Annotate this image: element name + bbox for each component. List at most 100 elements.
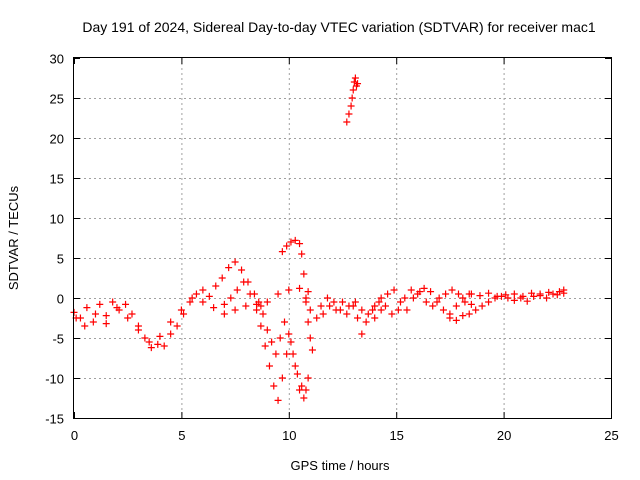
series-6	[317, 284, 473, 338]
data-point	[192, 290, 200, 298]
data-point	[375, 298, 383, 306]
data-point	[364, 310, 372, 318]
data-point	[467, 300, 475, 308]
y-tick-label: 0	[57, 292, 64, 307]
data-point	[225, 264, 233, 272]
data-point	[407, 286, 415, 294]
x-tick-label: 5	[178, 428, 185, 443]
data-point	[242, 302, 250, 310]
y-tick-label: 5	[57, 252, 64, 267]
data-point	[510, 296, 518, 304]
data-point	[296, 386, 304, 394]
data-point	[472, 306, 480, 314]
data-point	[343, 118, 351, 126]
series-9	[467, 288, 568, 300]
data-point	[358, 330, 366, 338]
data-point	[220, 310, 228, 318]
data-point	[446, 314, 454, 322]
data-point	[199, 298, 207, 306]
data-point	[442, 290, 450, 298]
data-point	[261, 342, 269, 350]
data-point	[141, 334, 149, 342]
data-point	[519, 292, 527, 300]
data-point	[255, 298, 263, 306]
data-point	[354, 314, 362, 322]
data-point	[285, 330, 293, 338]
data-point	[276, 334, 284, 342]
data-point	[263, 326, 271, 334]
data-point	[502, 291, 510, 299]
y-tick-label: -5	[52, 332, 64, 347]
data-point	[240, 278, 248, 286]
y-tick-labels: -15 -10 -5 0 5 10 15 20 25 30	[45, 52, 64, 427]
data-point	[300, 394, 308, 402]
data-point	[476, 292, 484, 300]
data-point	[265, 362, 273, 370]
data-point	[304, 374, 312, 382]
data-point	[147, 344, 155, 352]
data-point	[167, 330, 175, 338]
data-point	[384, 290, 392, 298]
data-point	[493, 292, 501, 300]
x-tick-label: 20	[497, 428, 511, 443]
data-point	[180, 310, 188, 318]
data-point	[298, 382, 306, 390]
data-point	[377, 294, 385, 302]
data-point	[257, 322, 265, 330]
data-point	[306, 306, 314, 314]
y-tick-label: 25	[50, 92, 64, 107]
data-point	[281, 318, 289, 326]
data-point	[319, 310, 327, 318]
data-point	[461, 298, 469, 306]
data-point	[210, 304, 218, 312]
data-point	[302, 386, 310, 394]
data-point	[433, 298, 441, 306]
data-point	[287, 338, 295, 346]
x-tick-label: 15	[389, 428, 403, 443]
data-point	[259, 310, 267, 318]
axis-ticks	[74, 58, 612, 419]
data-point	[231, 258, 239, 266]
y-axis-label: SDTVAR / TECUs	[6, 185, 21, 290]
data-point	[377, 306, 385, 314]
data-point	[124, 314, 132, 322]
series-3	[255, 298, 310, 394]
data-point	[549, 290, 557, 298]
data-point	[91, 310, 99, 318]
data-point	[81, 322, 89, 330]
data-point	[348, 94, 356, 102]
data-point	[339, 298, 346, 306]
data-point	[478, 302, 486, 310]
data-point	[278, 374, 286, 382]
data-points	[70, 74, 568, 404]
data-point	[452, 302, 460, 310]
data-point	[528, 289, 536, 297]
data-point	[485, 298, 493, 306]
data-point	[122, 300, 130, 308]
data-point	[199, 286, 207, 294]
y-tick-label: -10	[45, 372, 64, 387]
data-point	[283, 242, 291, 250]
data-point	[263, 298, 271, 306]
data-point	[343, 310, 351, 318]
data-point	[416, 288, 424, 296]
data-point	[238, 266, 246, 274]
data-point	[390, 286, 398, 294]
y-tick-label: 15	[50, 172, 64, 187]
data-point	[302, 298, 310, 306]
data-point	[394, 306, 402, 314]
data-point	[545, 288, 553, 296]
data-point	[306, 334, 314, 342]
data-point	[465, 310, 473, 318]
data-point	[253, 306, 261, 314]
data-point	[543, 294, 551, 302]
y-tick-label: -15	[45, 412, 64, 427]
data-point	[396, 298, 404, 306]
data-point	[467, 290, 475, 298]
data-point	[560, 289, 568, 297]
data-point	[205, 292, 213, 300]
data-point	[173, 322, 181, 330]
data-point	[388, 310, 396, 318]
y-tick-label: 30	[50, 52, 64, 67]
